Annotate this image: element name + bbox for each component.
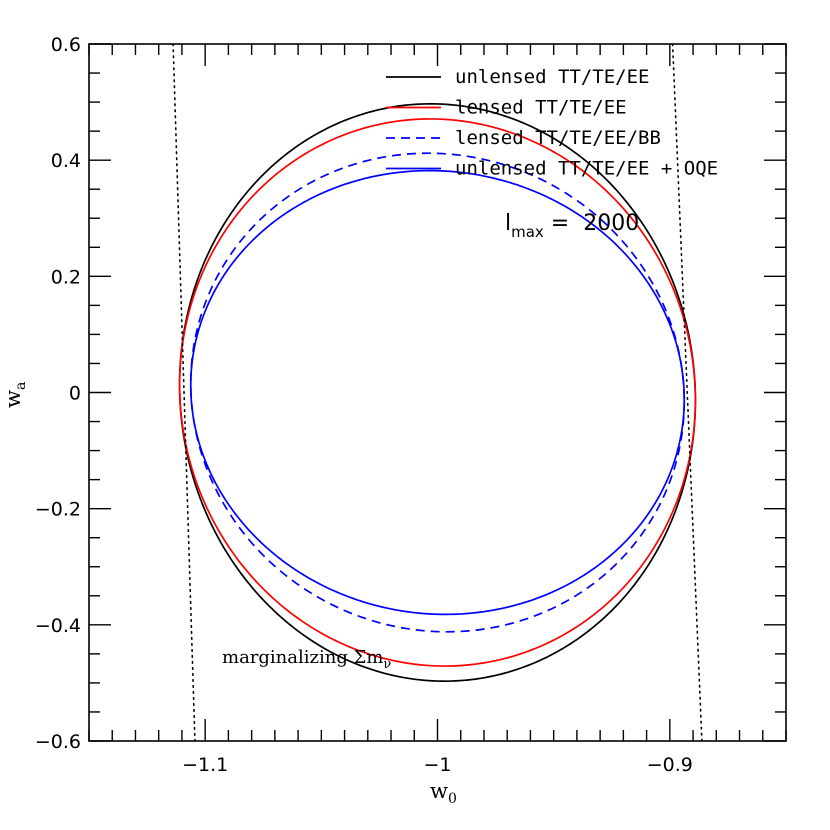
y-tick-label: 0 (69, 383, 81, 405)
legend-label: lensed TT/TE/EE/BB (455, 127, 661, 149)
y-tick-label: −0.4 (35, 615, 81, 637)
lmax-annotation: lmax = 2000 (505, 211, 639, 241)
prior-line-left (172, 44, 196, 741)
y-tick-label: 0.2 (51, 266, 81, 288)
legend-label: lensed TT/TE/EE (455, 97, 627, 119)
series-curve (178, 118, 697, 667)
y-tick-label: −0.2 (35, 499, 81, 521)
series-curve (178, 102, 697, 683)
x-tick-label: −1.1 (182, 754, 228, 776)
y-tick-label: 0.4 (51, 150, 81, 172)
prior-line-right (671, 44, 703, 741)
legend-label: unlensed TT/TE/EE + OQE (455, 158, 718, 180)
plot-frame (88, 43, 787, 742)
series-group (172, 44, 703, 741)
x-axis-label: w0 (430, 779, 457, 807)
y-axis-label: wa (1, 382, 29, 408)
legend: unlensed TT/TE/EE lensed TT/TE/EE lensed T… (386, 66, 718, 180)
legend-label: unlensed TT/TE/EE (455, 66, 649, 88)
axis-ticks (88, 43, 787, 742)
marginalizing-annotation: marginalizing Σmν (222, 647, 391, 672)
series-curve (189, 169, 686, 616)
y-tick-label: 0.6 (51, 34, 81, 56)
y-tick-labels: −0.6 −0.4 −0.2 0 0.2 0.4 0.6 (35, 34, 81, 753)
x-tick-labels: −1.1 −1 −0.9 (182, 754, 693, 776)
x-tick-label: −1 (423, 754, 451, 776)
x-tick-label: −0.9 (647, 754, 693, 776)
y-tick-label: −0.6 (35, 731, 81, 753)
